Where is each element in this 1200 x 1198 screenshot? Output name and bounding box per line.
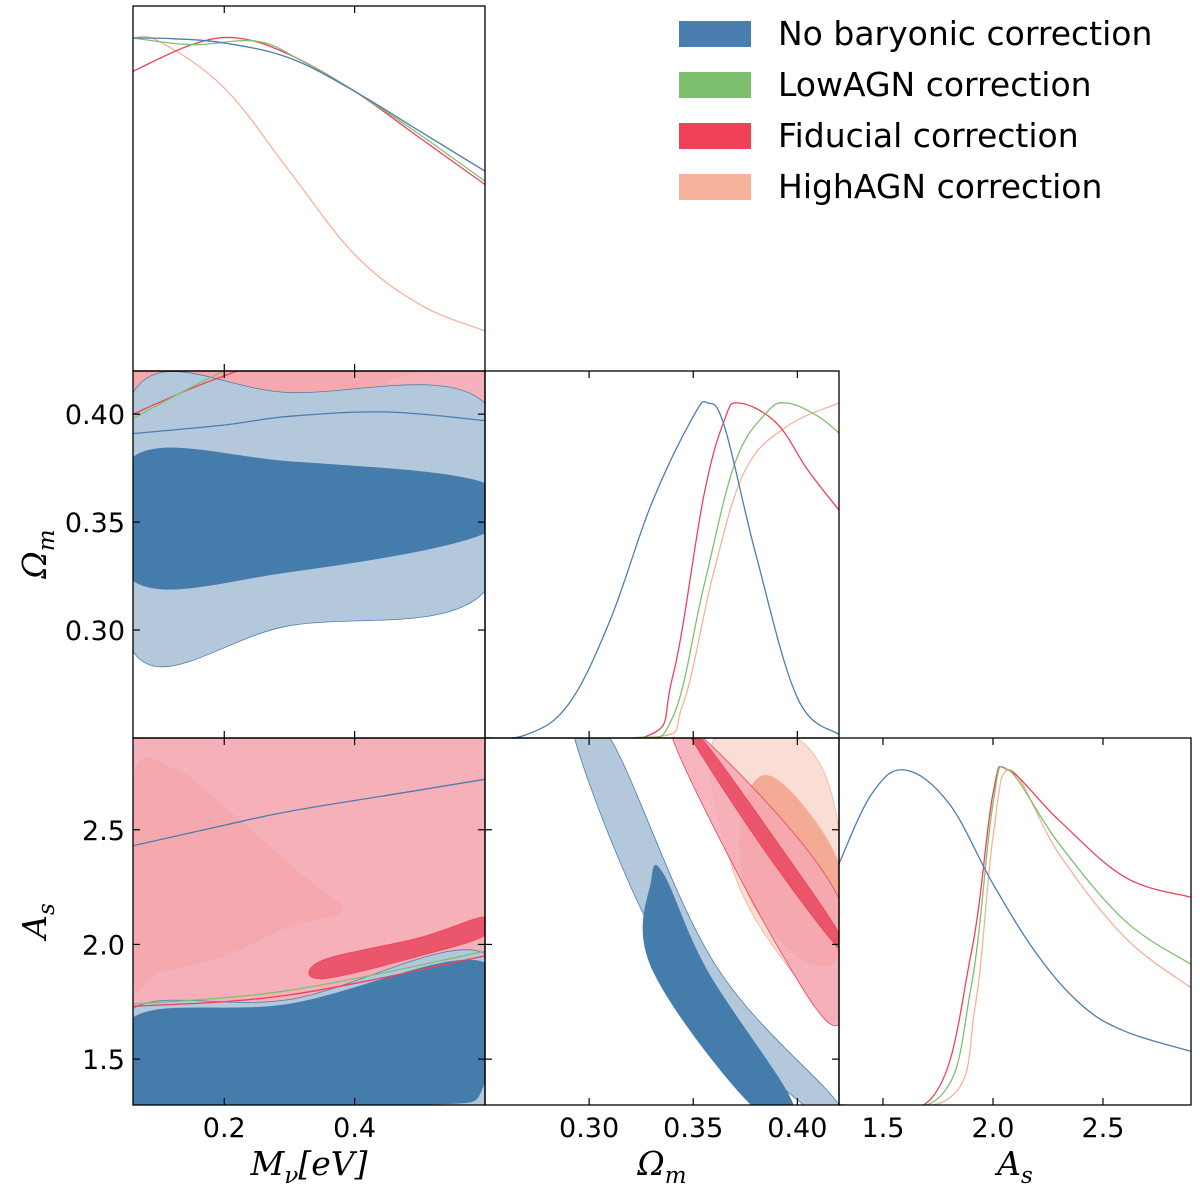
ridge-line-lowagn-correction	[133, 950, 485, 1005]
marginal-line-no-baryonic-correction	[839, 769, 1191, 1053]
panel-frame-00	[132, 5, 486, 372]
x-tick-label-Om-1: 0.35	[663, 1113, 723, 1144]
x-tick-label-Om-2: 0.40	[767, 1113, 827, 1144]
panel-Mnu-Om-contours	[133, 371, 485, 668]
marginal-line-fiducial-correction	[485, 402, 839, 738]
x-axis-title-Om: Ωm	[636, 1144, 686, 1189]
y-tick-label-As-0: 1.5	[82, 1045, 125, 1076]
panel-frame-11	[484, 370, 840, 739]
contour-inner-fiducial-correction	[308, 916, 485, 980]
panel-Om-As-contours	[574, 738, 839, 1105]
y-tick-label-As-2: 2.5	[82, 816, 125, 847]
legend-swatch-fiducial	[679, 123, 751, 149]
panel-Mnu-marginal	[133, 35, 485, 332]
x-axis-title-As: As	[994, 1144, 1033, 1189]
panel-frame-22	[838, 737, 1192, 1106]
marginal-line-no-baryonic-correction	[133, 37, 485, 172]
x-axis-title-Mnu: Mν[eV]	[250, 1144, 368, 1189]
marginal-line-highagn-correction	[485, 402, 839, 738]
y-tick-label-Om-0: 0.30	[65, 616, 125, 647]
ridge-line-no-baryonic-correction	[133, 411, 485, 435]
legend: No baryonic correction LowAGN correction…	[679, 14, 1152, 206]
x-tick-label-Mnu-0: 0.2	[203, 1113, 246, 1144]
y-axis-title-As: As	[15, 903, 60, 942]
legend-swatch-lowagn	[679, 72, 751, 98]
axis-ticks: 0.2 0.4 0.30 0.35 0.40 1.5 2.0 2.5 0.30 0.35 0.40 1…	[65, 6, 1125, 1144]
marginal-line-lowagn-correction	[839, 766, 1191, 1105]
y-tick-label-Om-1: 0.35	[65, 508, 125, 539]
y-axis-title-Om: Ωm	[15, 529, 60, 579]
marginal-line-highagn-correction	[133, 35, 485, 332]
legend-swatch-no-baryonic	[679, 21, 751, 47]
marginal-line-lowagn-correction	[485, 402, 839, 738]
ridge-line-fiducial-correction	[133, 955, 485, 1008]
panel-Om-marginal	[485, 401, 839, 738]
ridge-line-no-baryonic-correction	[133, 778, 485, 847]
legend-label-no-baryonic: No baryonic correction	[778, 14, 1152, 53]
y-tick-label-As-1: 2.0	[82, 930, 125, 961]
x-tick-label-As-2: 2.5	[1082, 1113, 1125, 1144]
legend-label-lowagn: LowAGN correction	[778, 65, 1092, 104]
panel-As-marginal	[839, 765, 1191, 1105]
x-tick-label-Om-0: 0.30	[559, 1113, 619, 1144]
marginal-line-lowagn-correction	[133, 37, 485, 182]
x-tick-label-As-0: 1.5	[862, 1113, 905, 1144]
marginal-line-fiducial-correction	[133, 36, 485, 186]
contour-inner-no-baryonic-correction	[642, 865, 794, 1105]
marginal-line-no-baryonic-correction	[485, 401, 839, 738]
marginal-line-fiducial-correction	[839, 765, 1191, 1105]
panel-Mnu-As-contours	[133, 738, 485, 1105]
ridge-line-fiducial-correction	[133, 371, 238, 415]
x-tick-label-Mnu-1: 0.4	[333, 1113, 376, 1144]
marginal-line-highagn-correction	[839, 769, 1191, 1105]
legend-label-fiducial: Fiducial correction	[778, 116, 1079, 155]
y-tick-label-Om-2: 0.40	[65, 400, 125, 431]
legend-label-highagn: HighAGN correction	[778, 167, 1102, 206]
x-tick-label-As-1: 2.0	[972, 1113, 1015, 1144]
legend-swatch-highagn	[679, 174, 751, 200]
contour-inner-fiducial-correction	[690, 738, 839, 950]
